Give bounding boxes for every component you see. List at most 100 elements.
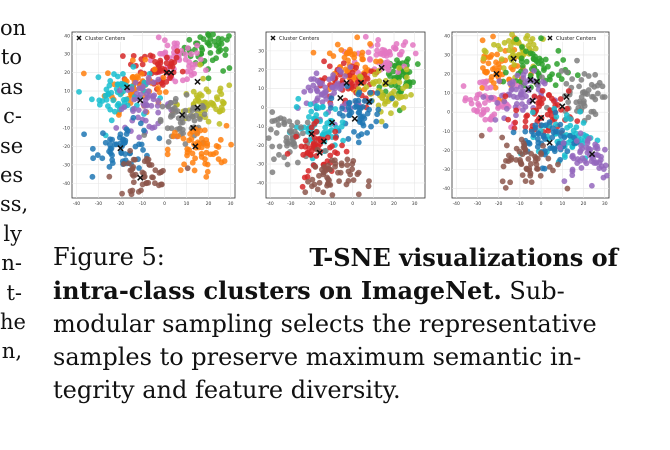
x-tick-label: 20 (206, 201, 212, 207)
data-point (186, 36, 193, 43)
legend: Cluster Centers (75, 34, 133, 42)
data-point (305, 167, 312, 174)
data-point (482, 116, 489, 123)
data-point (382, 123, 389, 129)
data-point (475, 100, 482, 107)
x-tick-label: 30 (412, 201, 418, 207)
caption-line-4: samples to preserve maximum semantic in- (53, 343, 582, 371)
data-point (294, 119, 301, 126)
left-column-fragment: ly (3, 221, 22, 246)
data-point (366, 106, 373, 113)
data-point (95, 74, 102, 81)
data-point (511, 61, 518, 68)
data-point (332, 128, 339, 135)
data-point (555, 47, 562, 54)
data-point (567, 132, 573, 139)
data-point (215, 144, 222, 150)
data-point (142, 108, 149, 115)
data-point (202, 67, 209, 74)
data-point (548, 95, 555, 102)
data-point (537, 172, 544, 179)
data-point (560, 140, 567, 146)
data-point (581, 88, 588, 95)
data-point (174, 108, 181, 114)
data-point (594, 143, 600, 150)
data-point (131, 96, 137, 103)
data-point (283, 138, 290, 145)
data-point (157, 57, 164, 64)
data-point (380, 92, 387, 99)
data-point (136, 85, 143, 92)
data-point (398, 94, 405, 100)
data-point (591, 83, 598, 90)
data-point (492, 116, 499, 123)
cluster-center-marker (357, 79, 365, 87)
data-point (480, 110, 486, 116)
data-point (520, 71, 527, 78)
data-point (500, 65, 507, 71)
data-point (145, 74, 152, 81)
data-point (554, 128, 561, 135)
data-point (89, 173, 96, 180)
data-point (403, 66, 410, 73)
data-point (293, 133, 300, 140)
data-point (554, 61, 560, 67)
data-point (517, 84, 524, 91)
cluster-center-marker (563, 93, 570, 101)
data-point (514, 72, 521, 79)
data-point (96, 101, 103, 108)
data-point (367, 41, 373, 47)
data-point (539, 61, 545, 67)
data-point (513, 157, 520, 163)
y-tick-label: 10 (258, 86, 264, 92)
data-point (314, 88, 321, 95)
x-tick-label: 20 (391, 201, 397, 207)
data-point (531, 67, 537, 74)
data-point (578, 94, 585, 100)
data-point (200, 75, 207, 82)
y-tick-label: 40 (64, 33, 70, 39)
data-point (400, 104, 407, 111)
data-point (390, 68, 397, 75)
data-point (480, 94, 487, 100)
data-point (314, 186, 321, 193)
data-point (321, 58, 327, 65)
data-point (359, 49, 366, 56)
data-point (355, 191, 362, 198)
data-point (486, 116, 493, 123)
data-point (338, 162, 345, 169)
x-tick-label: -10 (516, 201, 523, 207)
data-point (561, 178, 568, 185)
data-point (384, 62, 391, 69)
data-point (108, 117, 115, 124)
data-point (155, 97, 162, 104)
left-column-text: on to as c-se es ss, ly n-t-he n, (0, 14, 30, 367)
data-point (306, 145, 313, 152)
data-point (564, 124, 571, 131)
data-point (193, 112, 199, 119)
data-point (152, 58, 158, 65)
figure-caption: Figure 5: T-SNE visualizations of intra-… (53, 241, 618, 407)
data-point (565, 88, 572, 94)
data-point (355, 169, 362, 176)
data-point (306, 113, 312, 120)
data-point (290, 140, 297, 146)
data-point (226, 65, 233, 71)
data-point (526, 167, 533, 174)
data-point (378, 118, 385, 125)
data-point (138, 187, 144, 194)
data-point (363, 84, 370, 90)
y-tick-label: -40 (257, 181, 264, 187)
data-point (145, 156, 152, 163)
data-point (159, 103, 166, 110)
data-point (492, 84, 499, 91)
data-point (323, 111, 329, 117)
data-point (163, 54, 170, 61)
data-point (327, 105, 334, 111)
data-point (393, 40, 400, 47)
data-point (136, 134, 143, 141)
data-point (545, 127, 552, 134)
data-point (182, 107, 189, 114)
data-point (130, 173, 137, 179)
data-point (301, 88, 308, 95)
